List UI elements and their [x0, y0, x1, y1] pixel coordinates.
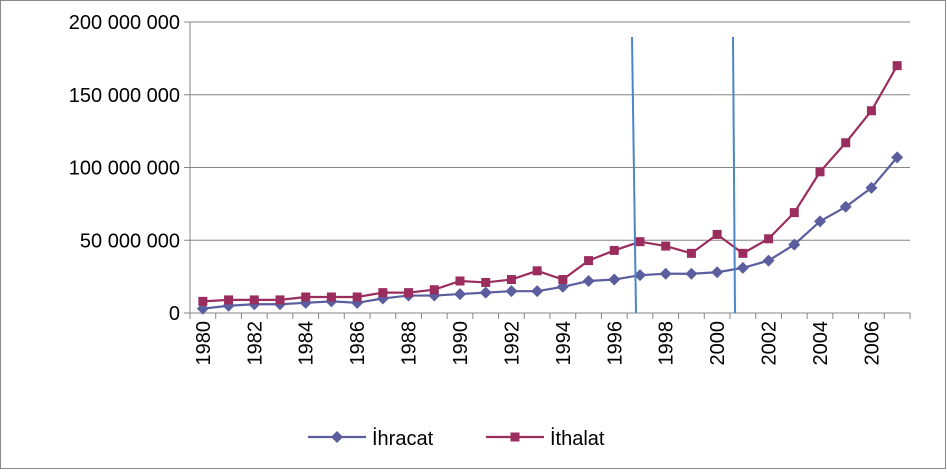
marker	[815, 167, 825, 177]
marker	[659, 267, 672, 280]
marker	[505, 285, 518, 298]
marker	[326, 292, 336, 302]
x-tick-label: 1984	[296, 321, 318, 366]
marker	[891, 151, 904, 164]
x-tick-label: 1998	[656, 321, 678, 366]
marker	[531, 285, 544, 298]
marker	[686, 248, 696, 258]
annotation-line	[732, 36, 736, 314]
x-tick-label: 1980	[193, 321, 215, 366]
series-line	[202, 156, 898, 310]
marker	[249, 295, 259, 305]
legend-label: İthalat	[550, 427, 605, 450]
marker	[865, 181, 878, 194]
marker	[558, 275, 568, 285]
marker	[789, 208, 799, 218]
marker	[814, 215, 826, 228]
marker	[841, 138, 851, 148]
marker	[532, 266, 542, 276]
marker	[481, 277, 491, 287]
x-tick-label: 2000	[707, 321, 729, 366]
marker	[429, 285, 439, 295]
marker	[352, 292, 362, 302]
y-tick-label: 100 000 000	[69, 158, 180, 180]
x-tick-label: 1994	[553, 321, 575, 366]
marker	[608, 273, 621, 286]
marker	[788, 238, 801, 251]
series-line	[202, 65, 899, 303]
marker	[839, 200, 852, 213]
marker	[635, 237, 645, 247]
marker	[301, 292, 311, 302]
marker	[736, 261, 749, 274]
marker	[711, 266, 724, 279]
marker	[479, 286, 492, 299]
marker	[685, 267, 698, 280]
x-tick-label: 1986	[347, 321, 369, 366]
annotation-line	[631, 36, 637, 314]
x-tick-label: 2002	[759, 321, 781, 366]
y-tick-label: 0	[169, 303, 180, 325]
marker	[762, 254, 775, 267]
marker	[275, 295, 285, 305]
marker	[454, 288, 466, 301]
marker	[609, 245, 619, 255]
marker	[198, 296, 208, 306]
marker	[661, 241, 671, 251]
marker	[738, 248, 748, 258]
marker	[584, 256, 594, 266]
marker	[506, 275, 516, 285]
legend-label: İhracat	[372, 427, 434, 450]
x-tick-label: 2004	[810, 321, 832, 366]
marker	[455, 276, 465, 286]
marker	[378, 288, 388, 298]
marker	[404, 288, 414, 298]
marker	[582, 274, 595, 287]
marker	[634, 269, 646, 282]
x-tick-label: 1982	[244, 321, 266, 366]
x-tick-label: 1992	[501, 321, 523, 366]
marker	[764, 234, 774, 244]
marker	[866, 106, 876, 116]
marker	[224, 295, 234, 305]
y-tick-label: 150 000 000	[69, 85, 180, 107]
x-tick-label: 1996	[604, 321, 626, 366]
x-tick-label: 1990	[450, 321, 472, 366]
marker	[892, 61, 902, 71]
y-tick-label: 50 000 000	[80, 230, 180, 252]
x-tick-label: 1988	[399, 321, 421, 366]
x-tick-label: 2006	[861, 321, 883, 366]
marker	[712, 229, 722, 239]
y-tick-label: 200 000 000	[69, 12, 180, 34]
